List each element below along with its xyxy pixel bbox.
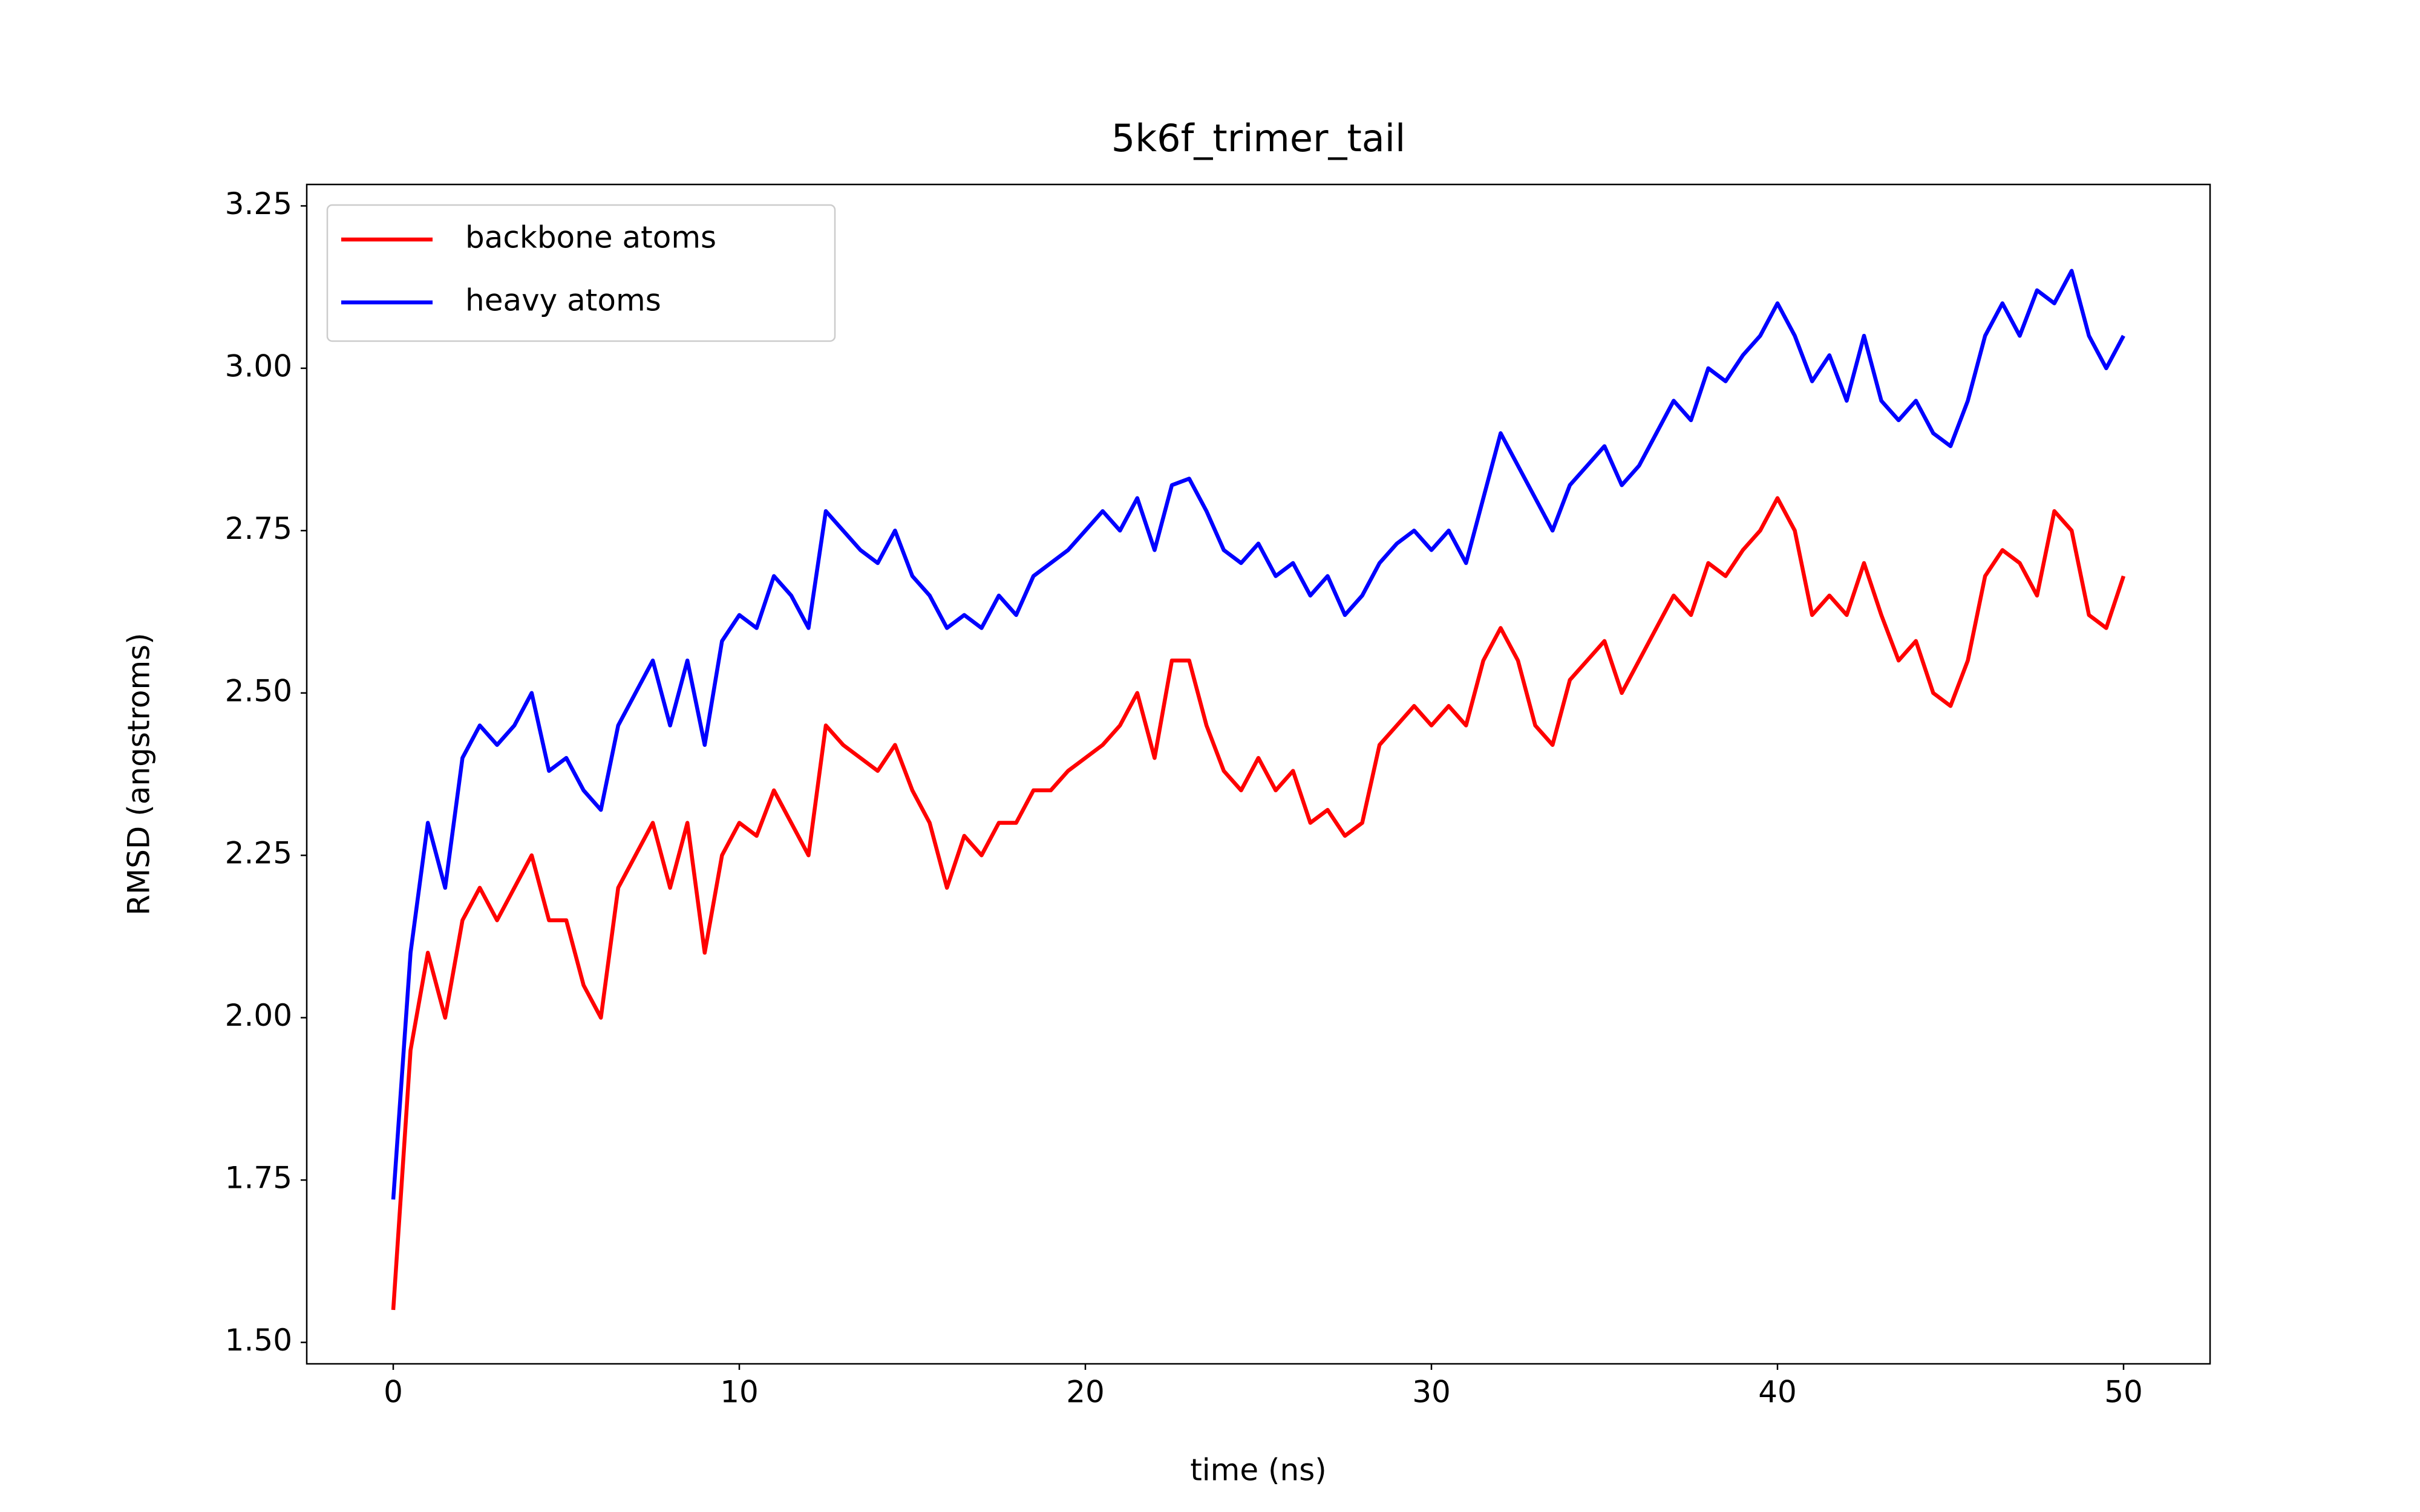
x-tick-label: 20 xyxy=(1066,1375,1105,1410)
plot-frame xyxy=(306,183,2211,1365)
y-tick-label: 1.50 xyxy=(225,1323,292,1358)
chart-title: 5k6f_trimer_tail xyxy=(1111,116,1405,160)
y-tick-label: 3.25 xyxy=(225,186,292,221)
legend-label: backbone atoms xyxy=(465,220,716,255)
x-axis-label: time (ns) xyxy=(1190,1453,1327,1488)
y-tick-label: 1.75 xyxy=(225,1161,292,1196)
x-tick-label: 30 xyxy=(1412,1375,1451,1410)
y-tick-label: 2.75 xyxy=(225,511,292,546)
y-tick-label: 2.00 xyxy=(225,998,292,1033)
x-tick-label: 40 xyxy=(1758,1375,1797,1410)
y-tick-label: 2.25 xyxy=(225,836,292,871)
y-axis-label: RMSD (angstroms) xyxy=(122,633,157,916)
legend-box xyxy=(326,204,836,342)
x-tick-label: 0 xyxy=(384,1375,403,1410)
y-tick-label: 3.00 xyxy=(225,348,292,383)
series-line xyxy=(391,496,2126,1311)
series-line xyxy=(391,269,2125,1200)
x-tick-label: 10 xyxy=(720,1375,759,1410)
x-tick-label: 50 xyxy=(2104,1375,2143,1410)
legend-label: heavy atoms xyxy=(465,283,661,318)
y-tick-label: 2.50 xyxy=(225,673,292,708)
